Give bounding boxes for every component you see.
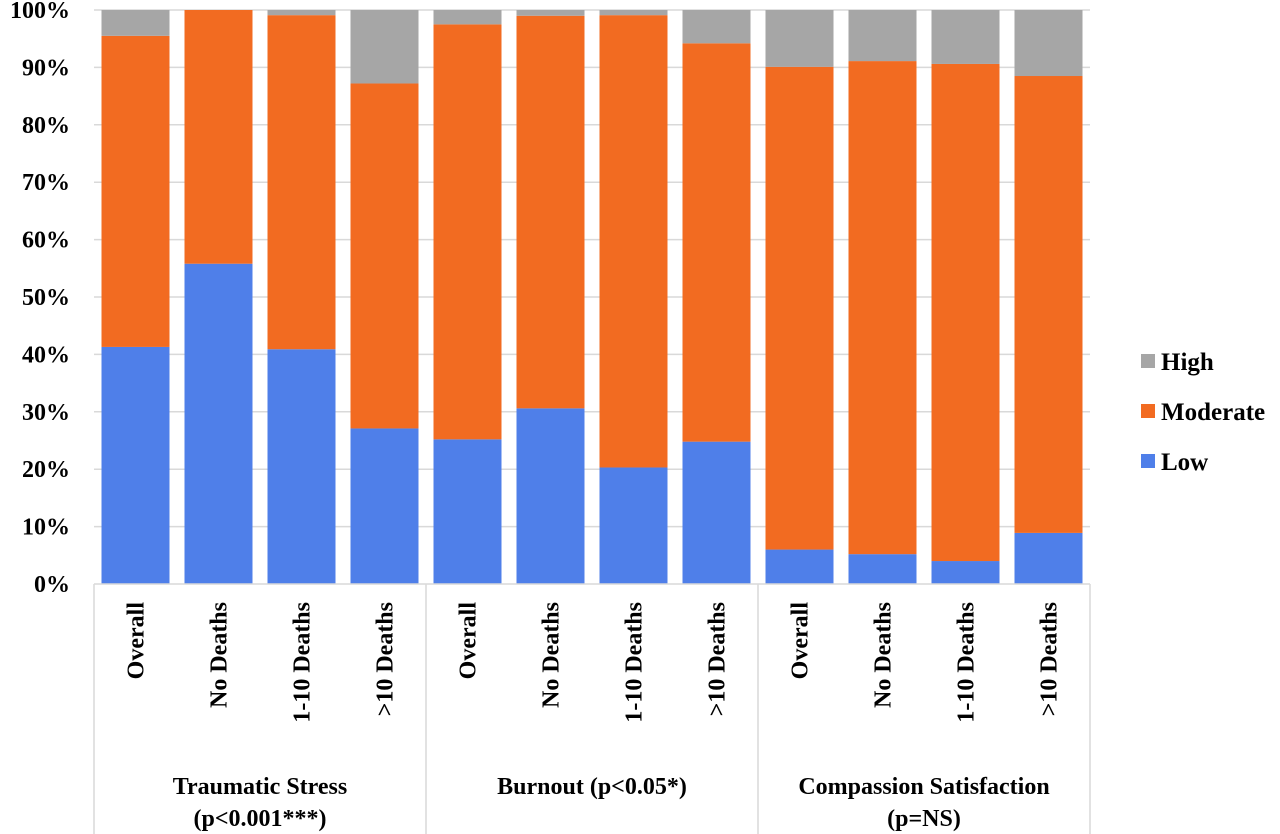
bar-low xyxy=(1014,532,1083,584)
bar-low xyxy=(765,549,834,584)
category-label: 1-10 Deaths xyxy=(290,602,316,723)
bar-moderate xyxy=(682,43,751,442)
bar-high xyxy=(599,10,668,16)
bar-high xyxy=(765,10,834,67)
category-label: Overall xyxy=(456,602,482,680)
bar-low xyxy=(599,467,668,584)
group-label: Traumatic Stress xyxy=(173,774,347,800)
bar-high xyxy=(516,10,585,16)
legend-label-low: Low xyxy=(1161,449,1208,476)
bar-low xyxy=(516,408,585,584)
category-label: No Deaths xyxy=(207,602,233,708)
bar-moderate xyxy=(433,24,502,440)
bar-low xyxy=(184,263,253,584)
category-label: >10 Deaths xyxy=(705,602,731,716)
bar-moderate xyxy=(516,15,585,409)
legend: High Moderate Low xyxy=(1141,349,1265,476)
bar-low xyxy=(931,561,1000,584)
bar-moderate xyxy=(931,63,1000,562)
y-tick-label: 60% xyxy=(22,228,70,254)
bar-moderate xyxy=(1014,76,1083,533)
group-label: Compassion Satisfaction xyxy=(798,774,1049,800)
bar-low xyxy=(433,439,502,584)
legend-swatch-high xyxy=(1141,354,1155,368)
bar-low xyxy=(848,554,917,584)
bar-moderate xyxy=(848,61,917,555)
y-tick-label: 50% xyxy=(22,285,70,311)
bar-low xyxy=(101,346,170,584)
y-tick-label: 30% xyxy=(22,400,70,426)
y-tick-label: 80% xyxy=(22,113,70,139)
bar-high xyxy=(1014,10,1083,77)
bar-moderate xyxy=(101,35,170,347)
bar-moderate xyxy=(350,83,419,429)
group-label: (p<0.001***) xyxy=(193,806,326,832)
bar-moderate xyxy=(267,15,336,350)
bar-moderate xyxy=(599,15,668,468)
category-label: 1-10 Deaths xyxy=(622,602,648,723)
category-label: Overall xyxy=(124,602,150,680)
y-tick-label: 100% xyxy=(10,0,70,24)
legend-label-high: High xyxy=(1161,349,1214,376)
y-axis: 0% 10% 20% 30% 40% 50% 60% 70% 80% 90% 100% xyxy=(10,0,70,598)
bar-high xyxy=(350,10,419,84)
legend-swatch-moderate xyxy=(1141,404,1155,418)
bar-low xyxy=(350,428,419,584)
category-label: >10 Deaths xyxy=(1037,602,1063,716)
bar-low xyxy=(267,349,336,584)
category-label: 1-10 Deaths xyxy=(954,602,980,723)
category-label: No Deaths xyxy=(871,602,897,708)
bar-high xyxy=(101,10,170,36)
bar-high xyxy=(267,10,336,16)
category-label: No Deaths xyxy=(539,602,565,708)
bar-low xyxy=(682,441,751,584)
bar-moderate xyxy=(765,66,834,550)
y-tick-label: 70% xyxy=(22,170,70,196)
category-label: Overall xyxy=(788,602,814,680)
legend-label-moderate: Moderate xyxy=(1161,399,1265,426)
y-tick-label: 40% xyxy=(22,342,70,368)
group-label: (p=NS) xyxy=(887,806,961,832)
bar-moderate xyxy=(184,10,253,264)
y-tick-label: 90% xyxy=(22,55,70,81)
group-label: Burnout (p<0.05*) xyxy=(497,774,687,800)
y-tick-label: 0% xyxy=(34,572,70,598)
bar-high xyxy=(848,10,917,62)
bar-high xyxy=(931,10,1000,64)
bar-high xyxy=(433,10,502,25)
gridlines xyxy=(94,9,1090,528)
legend-swatch-low xyxy=(1141,454,1155,468)
bars xyxy=(101,10,1083,584)
y-tick-label: 10% xyxy=(22,515,70,541)
bar-high xyxy=(682,10,751,44)
y-tick-label: 20% xyxy=(22,457,70,483)
category-label: >10 Deaths xyxy=(373,602,399,716)
x-axis: Overall No Deaths 1-10 Deaths >10 Deaths Ove… xyxy=(93,583,1091,834)
